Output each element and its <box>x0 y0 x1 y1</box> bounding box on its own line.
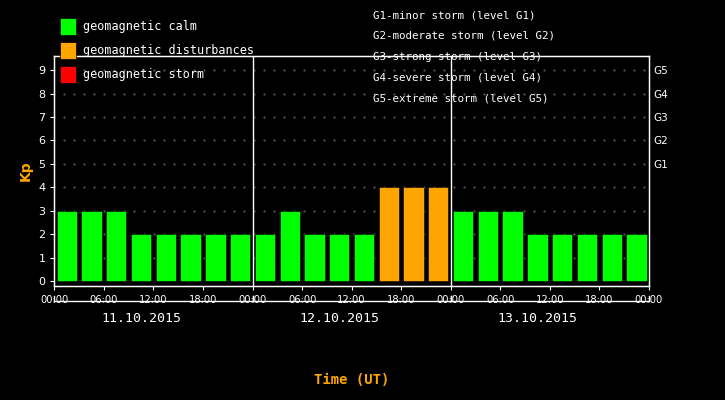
Bar <box>502 211 523 281</box>
Bar <box>403 188 423 281</box>
Bar <box>453 211 473 281</box>
Bar <box>81 211 102 281</box>
Bar <box>478 211 498 281</box>
Text: Time (UT): Time (UT) <box>314 373 389 387</box>
Bar <box>626 234 647 281</box>
Text: 13.10.2015: 13.10.2015 <box>497 312 577 325</box>
Text: 12.10.2015: 12.10.2015 <box>299 312 379 325</box>
Bar <box>230 234 250 281</box>
Bar <box>205 234 225 281</box>
Bar <box>527 234 547 281</box>
Text: G4-severe storm (level G4): G4-severe storm (level G4) <box>373 72 542 82</box>
Text: 11.10.2015: 11.10.2015 <box>101 312 181 325</box>
Bar <box>304 234 325 281</box>
Text: G5-extreme storm (level G5): G5-extreme storm (level G5) <box>373 93 549 103</box>
Bar <box>329 234 349 281</box>
Bar <box>156 234 176 281</box>
Bar <box>131 234 152 281</box>
Text: geomagnetic disturbances: geomagnetic disturbances <box>83 44 254 57</box>
Bar <box>577 234 597 281</box>
Text: geomagnetic storm: geomagnetic storm <box>83 68 204 81</box>
Bar <box>354 234 374 281</box>
Text: G2-moderate storm (level G2): G2-moderate storm (level G2) <box>373 31 555 41</box>
Bar <box>378 188 399 281</box>
Text: G1-minor storm (level G1): G1-minor storm (level G1) <box>373 10 536 20</box>
Bar <box>552 234 572 281</box>
Bar <box>280 211 300 281</box>
Y-axis label: Kp: Kp <box>19 161 33 181</box>
Bar <box>57 211 77 281</box>
Text: G3-strong storm (level G3): G3-strong storm (level G3) <box>373 52 542 62</box>
Bar <box>428 188 449 281</box>
Bar <box>181 234 201 281</box>
Bar <box>106 211 126 281</box>
Text: geomagnetic calm: geomagnetic calm <box>83 20 197 33</box>
Bar <box>254 234 275 281</box>
Bar <box>602 234 622 281</box>
